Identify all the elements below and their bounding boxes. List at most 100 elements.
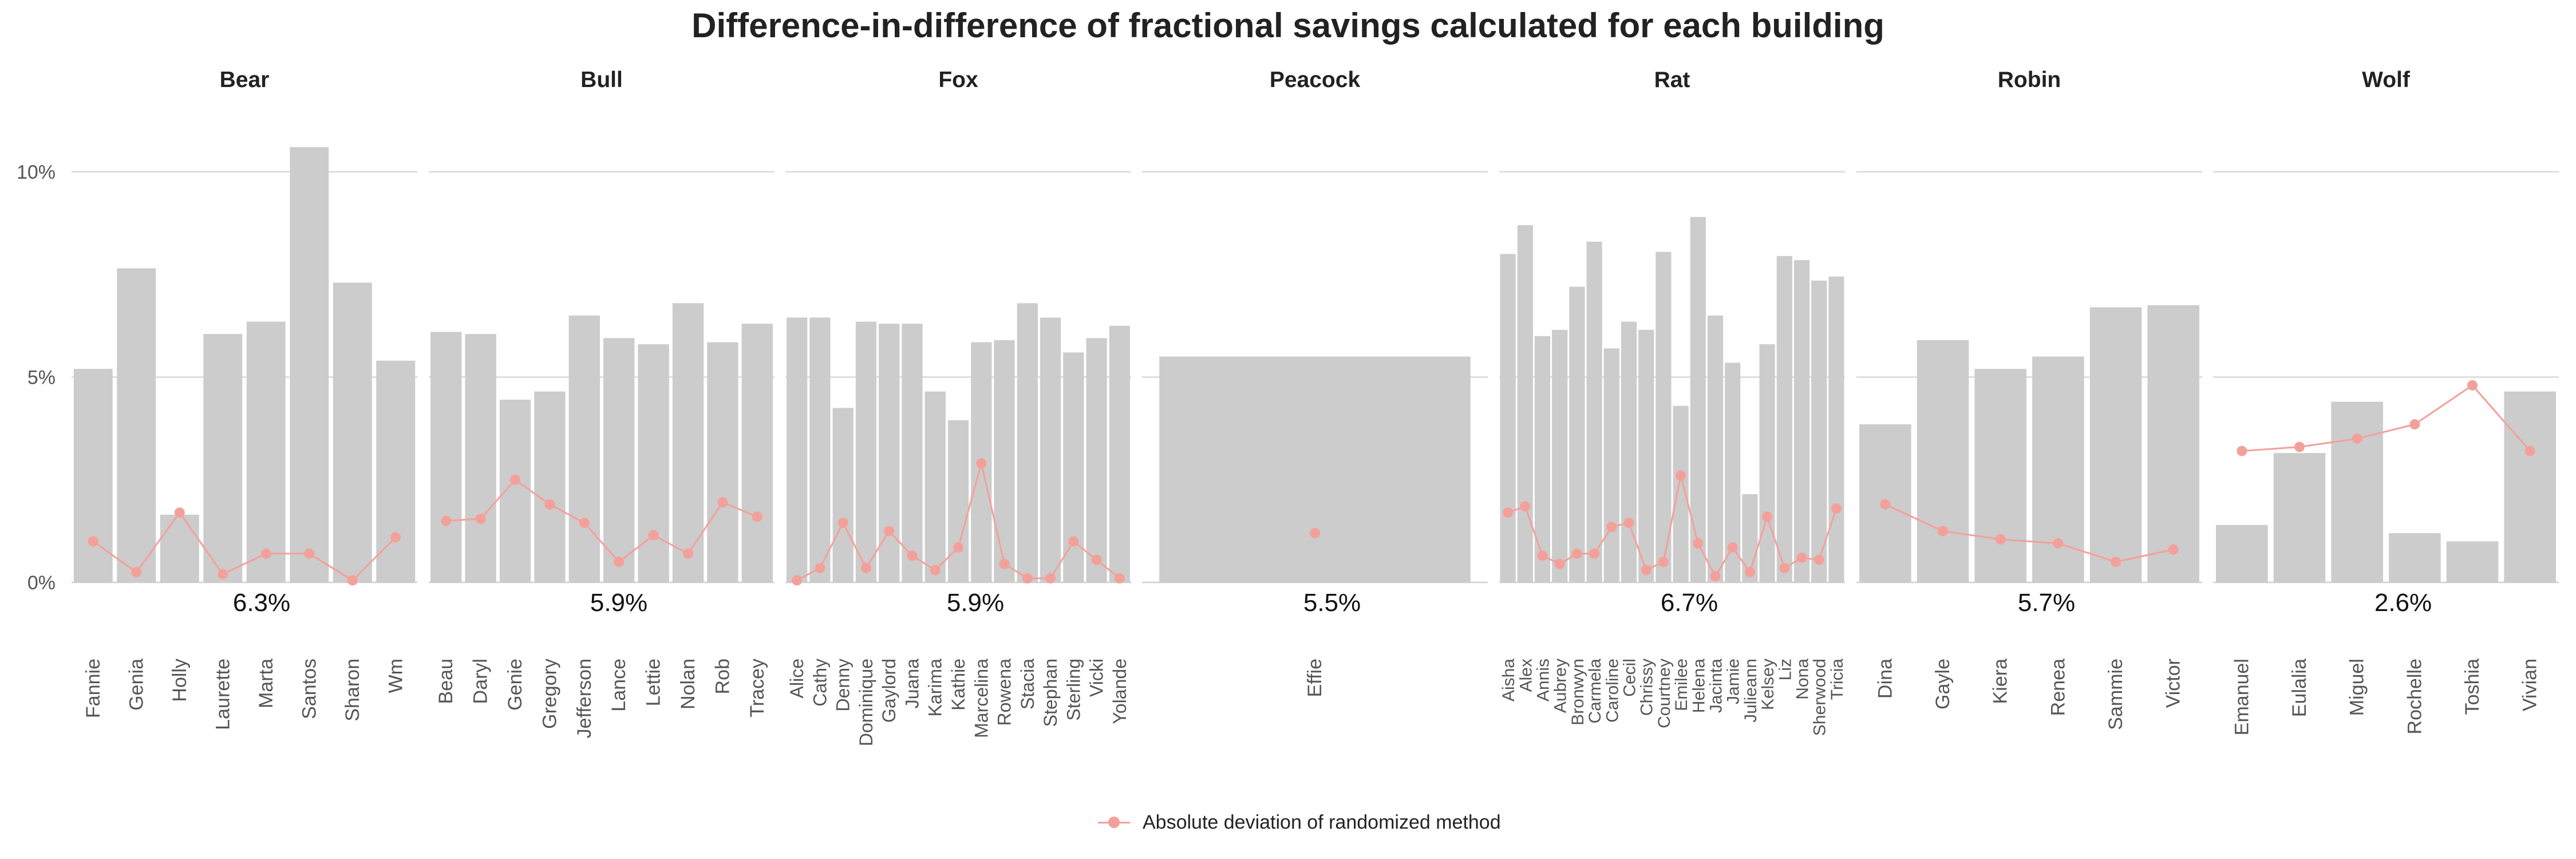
- x-tick-label: Courtney: [1655, 659, 1674, 728]
- x-tick-label: Dominique: [856, 659, 876, 746]
- deviation-point: [1554, 558, 1565, 569]
- x-tick-label: Jamie: [1724, 659, 1743, 704]
- bar: [1534, 336, 1551, 582]
- x-tick-label: Tricia: [1828, 659, 1847, 700]
- x-tick-label: Sterling: [1063, 659, 1084, 721]
- deviation-point: [1068, 536, 1079, 547]
- x-tick-label: Marcelina: [971, 659, 991, 738]
- deviation-point: [510, 474, 520, 485]
- bar: [1569, 286, 1585, 582]
- deviation-point: [1831, 503, 1842, 514]
- panel-title: Robin: [1998, 68, 2061, 92]
- x-tick-label: Vicki: [1086, 659, 1107, 697]
- bar: [203, 334, 243, 582]
- deviation-point: [1727, 542, 1738, 553]
- deviation-point: [2294, 442, 2305, 452]
- bar: [741, 324, 773, 582]
- deviation-point: [131, 567, 142, 578]
- x-tick-label: Cathy: [809, 659, 830, 707]
- bar: [1500, 254, 1516, 582]
- deviation-point: [1880, 499, 1891, 510]
- deviation-point: [1022, 573, 1033, 584]
- x-tick-label: Genie: [504, 659, 526, 711]
- x-tick-label: Yolande: [1109, 659, 1130, 724]
- x-tick-label: Emilee: [1672, 659, 1691, 711]
- x-tick-label: Toshia: [2462, 659, 2483, 715]
- x-tick-label: Lance: [608, 659, 630, 712]
- bar: [534, 391, 566, 582]
- x-tick-label: Sherwood: [1811, 659, 1830, 736]
- x-tick-label: Marta: [255, 659, 277, 708]
- x-tick-label: Nona: [1793, 659, 1812, 700]
- bar: [2446, 541, 2499, 582]
- deviation-point: [815, 562, 825, 573]
- bar: [638, 344, 669, 582]
- deviation-point: [1310, 527, 1320, 538]
- bar: [2331, 401, 2383, 582]
- deviation-point: [218, 569, 228, 580]
- x-tick-label: Jacinta: [1707, 659, 1726, 713]
- deviation-point: [1503, 507, 1514, 518]
- deviation-point: [1114, 573, 1125, 584]
- bar: [1109, 325, 1130, 582]
- deviation-point: [999, 558, 1010, 569]
- x-tick-label: Santos: [298, 659, 320, 719]
- x-tick-label: Carmela: [1586, 659, 1605, 724]
- legend: Absolute deviation of randomized method: [1098, 810, 1501, 835]
- x-tick-label: Julieann: [1741, 659, 1760, 723]
- x-tick-label: Tracey: [746, 659, 768, 718]
- x-tick-label: Rochelle: [2404, 659, 2425, 734]
- bar: [2273, 453, 2326, 582]
- bar: [290, 147, 329, 583]
- deviation-point: [907, 550, 918, 561]
- bar: [924, 391, 946, 582]
- x-tick-label: Sharon: [342, 659, 364, 722]
- x-tick-label: Denny: [833, 659, 854, 712]
- bar: [2089, 307, 2142, 582]
- legend-point: [1108, 817, 1120, 828]
- deviation-point: [579, 518, 590, 529]
- x-tick-label: Stacia: [1017, 659, 1038, 710]
- x-tick-label: Cecil: [1621, 659, 1639, 697]
- deviation-point: [792, 575, 803, 586]
- panel-summary-label: 6.7%: [1661, 589, 1718, 617]
- x-tick-label: Aubrey: [1551, 659, 1570, 713]
- bar: [1086, 338, 1107, 582]
- bar: [1917, 340, 1969, 582]
- x-tick-label: Kathie: [948, 659, 969, 711]
- deviation-point: [1589, 548, 1600, 559]
- bar: [2389, 533, 2441, 582]
- deviation-point: [1762, 511, 1773, 522]
- x-tick-label: Alex: [1516, 659, 1535, 692]
- x-tick-label: Gayle: [1932, 659, 1954, 710]
- chart-title: Difference-in-difference of fractional s…: [692, 6, 1884, 45]
- bar: [73, 369, 113, 582]
- bar: [1017, 303, 1038, 582]
- x-tick-label: Wm: [385, 659, 406, 693]
- deviation-point: [260, 548, 271, 559]
- bar: [1621, 321, 1637, 582]
- deviation-line: [446, 478, 758, 564]
- x-tick-label: Lettie: [643, 659, 665, 706]
- x-tick-label: Helena: [1689, 659, 1708, 713]
- deviation-point: [1693, 538, 1704, 549]
- deviation-point: [1814, 554, 1824, 565]
- bar: [1517, 225, 1533, 583]
- deviation-point: [976, 458, 987, 469]
- deviation-point: [1744, 567, 1755, 578]
- bar: [672, 303, 704, 582]
- y-tick-label: 10%: [17, 161, 56, 183]
- bar: [809, 317, 831, 582]
- deviation-point: [88, 536, 98, 547]
- bar: [947, 420, 969, 582]
- deviation-point: [1623, 518, 1634, 529]
- x-tick-label: Holly: [169, 659, 191, 702]
- panel-summary-label: 6.3%: [233, 589, 290, 617]
- bar: [832, 408, 854, 582]
- deviation-point: [953, 542, 963, 553]
- x-tick-label: Liz: [1776, 659, 1795, 680]
- bar: [465, 334, 496, 582]
- deviation-point: [2237, 446, 2247, 456]
- x-tick-label: Miguel: [2346, 659, 2368, 716]
